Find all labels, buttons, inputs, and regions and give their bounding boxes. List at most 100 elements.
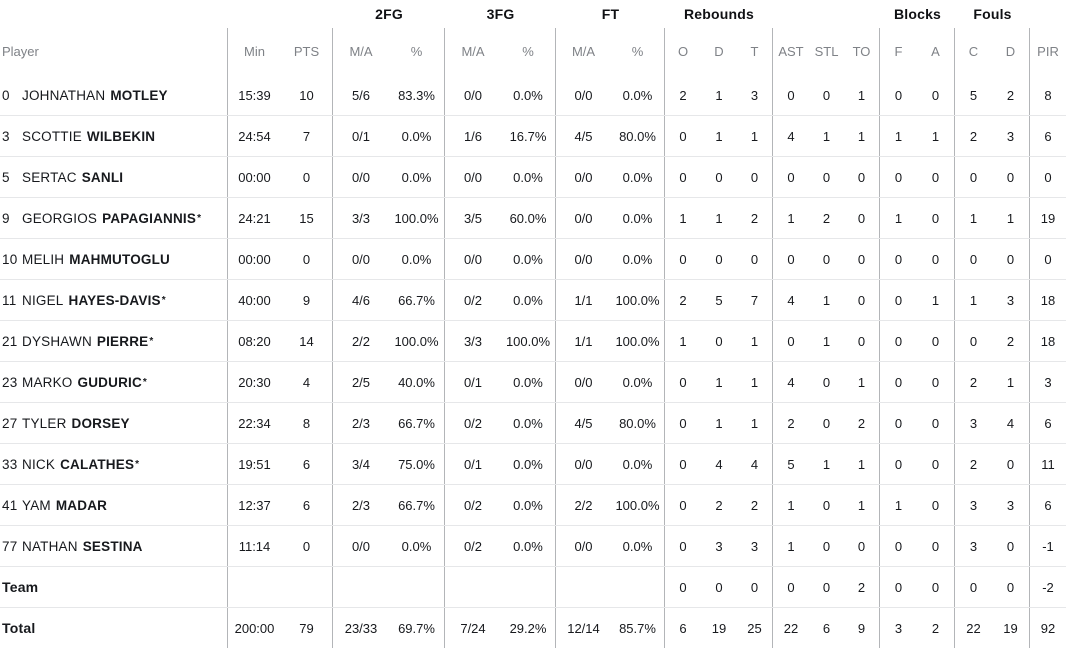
jersey-number: 10: [2, 251, 18, 267]
stat-ft_ma: 4/5: [574, 128, 593, 144]
stat-ft_pct: 85.7%: [611, 608, 665, 648]
stat-o: 0: [679, 497, 687, 513]
stat-t: 4: [737, 444, 773, 484]
table-row[interactable]: 21 DYSHAWN PIERRE * 08:20 14 2/2 100.0% 3/3 100.0…: [0, 321, 1066, 362]
stat-ft_pct: 0.0%: [611, 198, 665, 238]
jersey-number: 0: [2, 87, 10, 103]
stat-ast: 1: [787, 210, 795, 226]
stat-stl: 0: [822, 415, 831, 431]
total-row: Total 200:00 79 23/33 69.7% 7/24 29.2% 12/14 85.…: [0, 608, 1066, 648]
player-name-cell: 23 MARKO GUDURIC *: [0, 362, 228, 402]
stat-pir: 6: [1044, 497, 1052, 513]
jersey-number: 77: [2, 538, 18, 554]
stat-ast: 4: [787, 128, 795, 144]
stat-pir: -2: [1042, 579, 1054, 595]
stat-fg2_ma: 4/6: [351, 292, 371, 308]
stat-stl: 1: [822, 456, 831, 472]
stat-o: 0: [679, 169, 687, 185]
stat-fg2_pct: 100.0%: [389, 321, 445, 361]
stat-c: 0: [969, 251, 978, 267]
stat-fg3_ma: 0/2: [463, 415, 483, 431]
player-last-name: PIERRE: [96, 333, 149, 349]
stat-d: 0: [715, 333, 723, 349]
stat-pir: 6: [1044, 415, 1052, 431]
stat-pts: 15: [281, 198, 333, 238]
stat-t: 0: [737, 239, 773, 279]
player-name-cell: 0 JOHNATHAN MOTLEY: [0, 75, 228, 115]
stat-pir: 18: [1040, 292, 1056, 308]
stat-d2: 1: [992, 198, 1030, 238]
stat-t: 7: [737, 280, 773, 320]
stat-d: 0: [715, 579, 723, 595]
table-row[interactable]: 9 GEORGIOS PAPAGIANNIS * 24:21 15 3/3 100.0% 3/5…: [0, 198, 1066, 239]
player-name-cell: 77 NATHAN SESTINA: [0, 526, 228, 566]
stat-min: 08:20: [238, 333, 271, 349]
stat-fg2_ma: 2/3: [351, 497, 371, 513]
table-row[interactable]: 0 JOHNATHAN MOTLEY 15:39 10 5/6 83.3% 0/0 0.0% 0/…: [0, 75, 1066, 116]
stat-fg3_pct: 29.2%: [501, 608, 556, 648]
stat-pts: 10: [281, 75, 333, 115]
table-row[interactable]: 27 TYLER DORSEY 22:34 8 2/3 66.7% 0/2 0.0% 4/5 80.…: [0, 403, 1066, 444]
stat-fg2_pct: 66.7%: [389, 280, 445, 320]
stat-d2: 0: [992, 526, 1030, 566]
player-name-cell: 9 GEORGIOS PAPAGIANNIS *: [0, 198, 228, 238]
stat-a: 0: [917, 526, 955, 566]
stat-pir: 19: [1040, 210, 1056, 226]
player-first-name: GEORGIOS: [22, 210, 98, 226]
player-name-cell: 41 YAM MADAR: [0, 485, 228, 525]
stat-d: 1: [715, 415, 723, 431]
stat-d2: 3: [992, 485, 1030, 525]
stat-fg2_ma: 2/3: [351, 415, 371, 431]
team-label: Team: [0, 567, 228, 607]
stat-pts: 6: [281, 444, 333, 484]
stat-pts: 0: [281, 526, 333, 566]
stat-fg3_ma: 3/5: [463, 210, 483, 226]
stat-to: 0: [844, 526, 880, 566]
table-row[interactable]: 11 NIGEL HAYES-DAVIS * 40:00 9 4/6 66.7% 0/2 0.0%…: [0, 280, 1066, 321]
stat-fg2_pct: 100.0%: [389, 198, 445, 238]
stat-o: 0: [679, 579, 687, 595]
table-row[interactable]: 5 SERTAC SANLI 00:00 0 0/0 0.0% 0/0 0.0% 0/0 0.0% 0…: [0, 157, 1066, 198]
table-row[interactable]: 3 SCOTTIE WILBEKIN 24:54 7 0/1 0.0% 1/6 16.7% 4/5…: [0, 116, 1066, 157]
stat-fg3_ma: 7/24: [460, 620, 486, 636]
stat-a: 1: [917, 280, 955, 320]
player-last-name: PAPAGIANNIS: [102, 210, 197, 226]
stat-fg3_ma: 0/1: [463, 374, 483, 390]
stat-ft_pct: 0.0%: [611, 444, 665, 484]
stat-d2: 0: [992, 157, 1030, 197]
stat-ft_ma: 0/0: [574, 538, 593, 554]
stat-c: 3: [969, 538, 978, 554]
table-row[interactable]: 77 NATHAN SESTINA 11:14 0 0/0 0.0% 0/2 0.0% 0/0 0.…: [0, 526, 1066, 567]
stat-to: 1: [844, 116, 880, 156]
stat-fg2_pct: 0.0%: [389, 116, 445, 156]
player-name-cell: 3 SCOTTIE WILBEKIN: [0, 116, 228, 156]
stat-d: 2: [715, 497, 723, 513]
group-header-blocks: Blocks: [893, 6, 942, 22]
stat-ft_ma: 4/5: [574, 415, 593, 431]
jersey-number: 9: [2, 210, 10, 226]
stat-pts: 6: [281, 485, 333, 525]
stat-fg2_ma: 2/5: [351, 374, 371, 390]
column-header-fouls-c: C: [968, 44, 979, 59]
table-row[interactable]: 23 MARKO GUDURIC * 20:30 4 2/5 40.0% 0/1 0.0% 0/0 0…: [0, 362, 1066, 403]
stat-ast: 4: [787, 374, 795, 390]
column-header-min: Min: [244, 44, 265, 59]
stat-to: 1: [844, 444, 880, 484]
stat-pir: 8: [1044, 87, 1052, 103]
starter-icon: *: [197, 212, 202, 224]
table-row[interactable]: 33 NICK CALATHES * 19:51 6 3/4 75.0% 0/1 0.0% 0/0 0…: [0, 444, 1066, 485]
stat-stl: 1: [822, 333, 831, 349]
stat-ft_pct: 80.0%: [611, 403, 665, 443]
stat-ft_ma: 0/0: [574, 169, 593, 185]
stat-c: 0: [969, 333, 978, 349]
stat-fg3_pct: [501, 567, 556, 607]
stat-min: 24:21: [238, 210, 271, 226]
stat-ft_pct: 0.0%: [611, 239, 665, 279]
group-header-row: 2FG 3FG FT Rebounds Blocks Fouls: [0, 0, 1066, 28]
table-row[interactable]: 41 YAM MADAR 12:37 6 2/3 66.7% 0/2 0.0% 2/2 100.0%…: [0, 485, 1066, 526]
table-row[interactable]: 10 MELIH MAHMUTOGLU 00:00 0 0/0 0.0% 0/0 0.0% 0/0…: [0, 239, 1066, 280]
stat-o: 0: [679, 128, 687, 144]
stat-d: 4: [715, 456, 723, 472]
starter-icon: *: [149, 335, 154, 347]
